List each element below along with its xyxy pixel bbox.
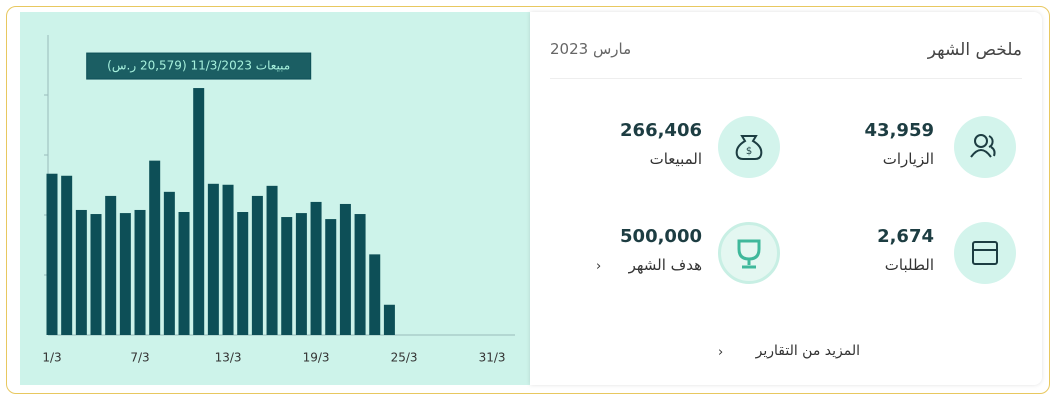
- bar: [134, 209, 146, 335]
- goal-icon: [718, 222, 780, 284]
- stat-label: الزيارات: [882, 150, 934, 168]
- bar: [354, 214, 366, 335]
- bar: [75, 209, 87, 335]
- summary-month: مارس 2023: [550, 40, 632, 58]
- stat-label: المبيعات: [649, 150, 702, 168]
- frame: [6, 6, 1050, 394]
- more-reports-link[interactable]: المزيد من التقارير: [755, 343, 860, 359]
- sales-icon: $: [718, 116, 780, 178]
- x-tick-label: 31/3: [479, 351, 506, 365]
- bar: [105, 195, 117, 335]
- orders-icon: [954, 222, 1016, 284]
- chevron[interactable]: ‹: [596, 259, 602, 274]
- stat-label: الطلبات: [884, 256, 934, 274]
- stat-value: 2,674: [877, 226, 934, 247]
- svg-text:$: $: [746, 146, 752, 157]
- x-tick-label: 7/3: [130, 351, 149, 365]
- x-tick-label: 19/3: [303, 351, 330, 365]
- icon: [737, 239, 761, 269]
- bar: [193, 88, 205, 335]
- icon: $: [735, 135, 763, 160]
- bar: [207, 183, 219, 335]
- x-tick-label: 1/3: [42, 351, 61, 365]
- bar: [251, 195, 263, 335]
- bar: [295, 213, 307, 335]
- bar: [46, 173, 58, 335]
- chevron[interactable]: ‹: [718, 345, 724, 360]
- bar: [222, 184, 234, 335]
- bar: [90, 214, 102, 335]
- tooltip: مبيعات 11/3/2023 (20,579 ر.س): [107, 59, 290, 74]
- summary-title: ملخص الشهر: [927, 40, 1022, 60]
- bar: [178, 212, 190, 335]
- icon: [972, 241, 998, 265]
- bar: [369, 254, 381, 335]
- bar: [163, 191, 175, 335]
- visits-icon: [954, 116, 1016, 178]
- x-tick-label: 25/3: [391, 351, 418, 365]
- stat-label[interactable]: هدف الشهر: [628, 256, 702, 274]
- bar: [310, 201, 322, 335]
- bar: [237, 212, 249, 335]
- bar: [325, 219, 337, 335]
- summary-panel: ملخص الشهر مارس 2023 43,959 الزيارات $ 2…: [530, 12, 1042, 385]
- stat-value: 500,000: [620, 226, 702, 247]
- bar: [339, 203, 351, 335]
- bar: [266, 185, 278, 335]
- stat-value: 43,959: [864, 120, 934, 141]
- bar: [281, 217, 293, 335]
- bar: [383, 304, 395, 335]
- x-tick-label: 13/3: [215, 351, 242, 365]
- tooltip-box: [86, 52, 312, 80]
- stat-value: 266,406: [620, 120, 702, 141]
- bar: [149, 160, 161, 335]
- divider: [550, 78, 1022, 79]
- bar: [119, 213, 131, 335]
- icon: [970, 134, 996, 158]
- bar: [61, 175, 73, 335]
